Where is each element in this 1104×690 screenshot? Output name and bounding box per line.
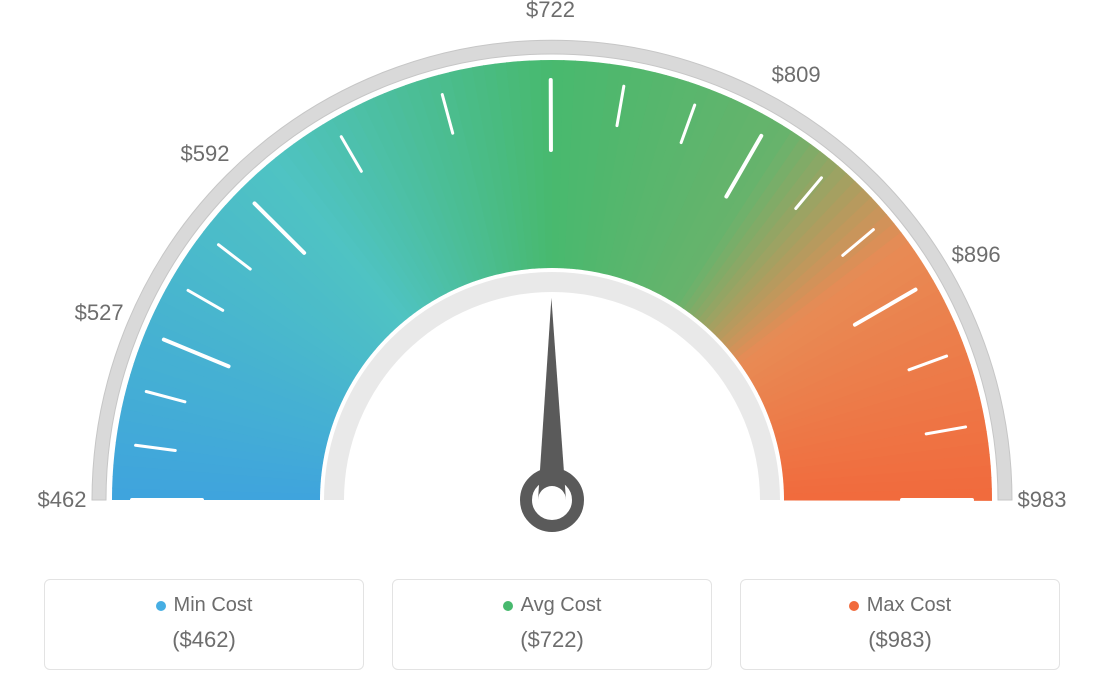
legend-title-text: Avg Cost [521, 594, 602, 617]
gauge-tick-label: $592 [181, 141, 230, 167]
legend-dot-avg [503, 601, 513, 611]
legend-title-text: Max Cost [867, 594, 951, 617]
legend-dot-max [849, 601, 859, 611]
legend-title-max: Max Cost [849, 594, 951, 617]
legend-card-min: Min Cost ($462) [44, 579, 364, 670]
gauge-tick-label: $527 [75, 300, 124, 326]
legend-title-text: Min Cost [174, 594, 253, 617]
legend-value-max: ($983) [741, 627, 1059, 653]
legend-title-min: Min Cost [156, 594, 253, 617]
gauge-tick-label: $462 [38, 487, 87, 513]
legend-value-min: ($462) [45, 627, 363, 653]
legend-card-avg: Avg Cost ($722) [392, 579, 712, 670]
legend-value-avg: ($722) [393, 627, 711, 653]
gauge-tick-label: $809 [772, 62, 821, 88]
legend-row: Min Cost ($462) Avg Cost ($722) Max Cost… [0, 579, 1104, 670]
gauge-tick-label: $722 [526, 0, 575, 23]
legend-dot-min [156, 601, 166, 611]
gauge-tick-label: $896 [952, 242, 1001, 268]
legend-title-avg: Avg Cost [503, 594, 602, 617]
gauge-chart: $462 $527 $592 $722 $809 $896 $983 [0, 0, 1104, 560]
legend-card-max: Max Cost ($983) [740, 579, 1060, 670]
gauge-tick-label: $983 [1018, 487, 1067, 513]
